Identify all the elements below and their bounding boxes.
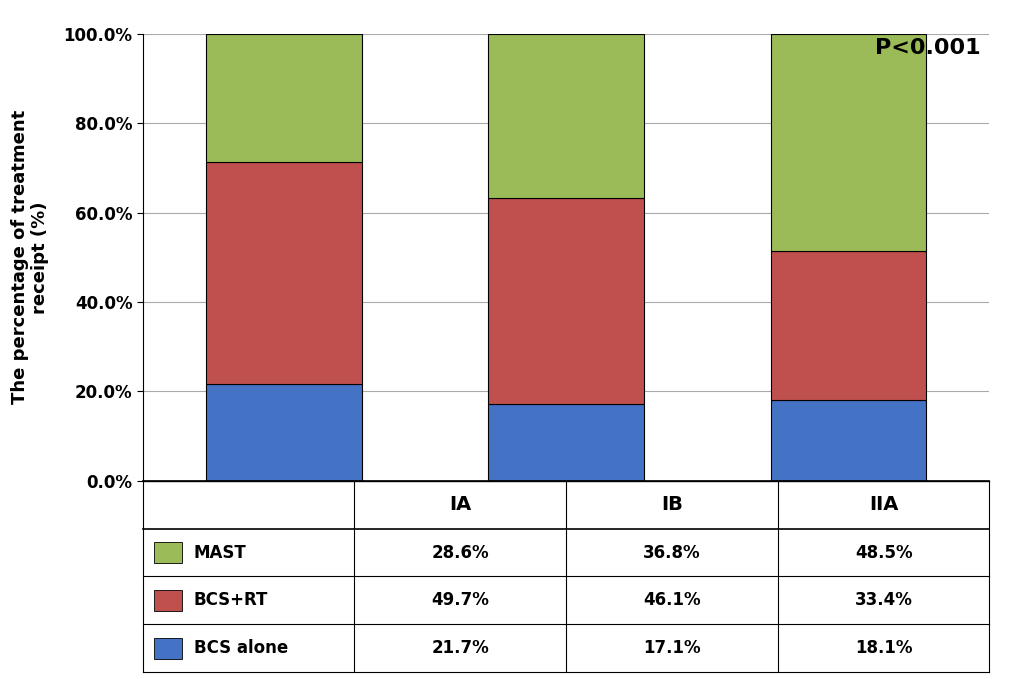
- Text: 46.1%: 46.1%: [643, 591, 700, 610]
- Bar: [154, 589, 182, 611]
- Text: 33.4%: 33.4%: [854, 591, 912, 610]
- Text: BCS+RT: BCS+RT: [194, 591, 268, 610]
- Text: BCS alone: BCS alone: [194, 639, 287, 657]
- Bar: [206, 384, 361, 481]
- Bar: [770, 400, 925, 481]
- Text: 17.1%: 17.1%: [643, 639, 700, 657]
- Text: 18.1%: 18.1%: [854, 639, 911, 657]
- Text: MAST: MAST: [194, 543, 247, 562]
- Bar: [154, 638, 182, 659]
- Bar: [154, 542, 182, 564]
- Bar: [488, 198, 643, 404]
- Text: 21.7%: 21.7%: [431, 639, 489, 657]
- Text: 48.5%: 48.5%: [854, 543, 911, 562]
- Bar: [770, 34, 925, 251]
- Text: IIA: IIA: [868, 495, 898, 514]
- Bar: [488, 34, 643, 198]
- Text: P<0.001: P<0.001: [874, 39, 980, 58]
- Text: 49.7%: 49.7%: [431, 591, 489, 610]
- Bar: [770, 251, 925, 400]
- Bar: [206, 162, 361, 384]
- Text: 28.6%: 28.6%: [431, 543, 488, 562]
- Y-axis label: The percentage of treatment
receipt (%): The percentage of treatment receipt (%): [10, 110, 50, 405]
- Bar: [488, 404, 643, 481]
- Text: IA: IA: [448, 495, 471, 514]
- Bar: [206, 34, 361, 162]
- Text: IB: IB: [660, 495, 682, 514]
- Text: 36.8%: 36.8%: [643, 543, 700, 562]
